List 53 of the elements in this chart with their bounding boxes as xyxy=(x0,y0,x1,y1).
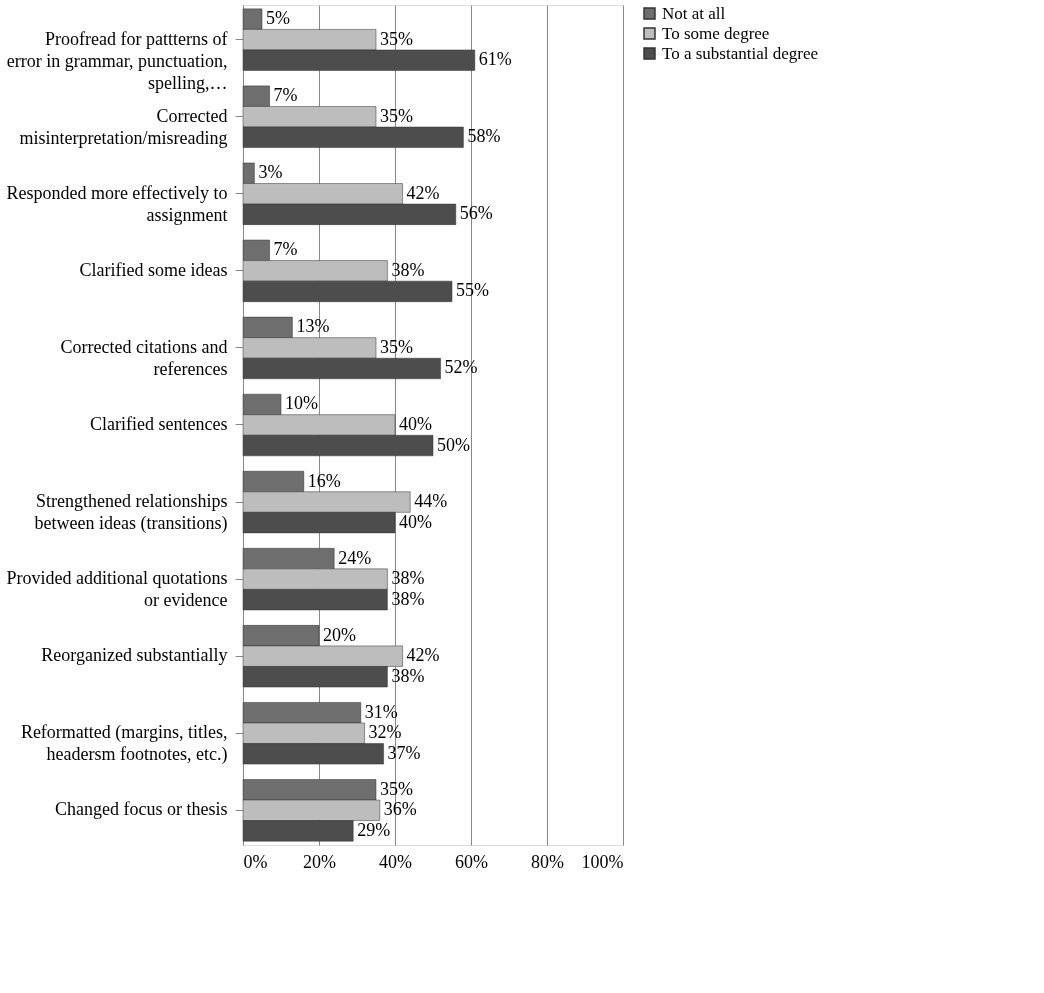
data-label: 36% xyxy=(383,799,417,820)
legend-label: To some degree xyxy=(662,23,770,43)
data-label: 35% xyxy=(380,336,413,357)
data-label: 35% xyxy=(380,105,413,126)
data-label: 38% xyxy=(391,568,425,589)
data-label: 31% xyxy=(364,701,398,722)
data-label: 55% xyxy=(456,280,489,301)
data-label: 38% xyxy=(391,665,425,686)
data-label: 42% xyxy=(406,182,440,203)
data-label: 35% xyxy=(380,778,413,799)
data-label: 10% xyxy=(285,393,318,414)
data-label: 3% xyxy=(258,162,283,183)
y-tick-label: Clarified sentences xyxy=(90,414,228,434)
data-label: 52% xyxy=(444,357,478,378)
legend-label: To a substantial degree xyxy=(662,43,819,63)
data-label: 58% xyxy=(467,126,501,147)
y-tick-label: Proofread for pattterns of error in grammar, punctuation, spelling,… xyxy=(6,28,228,93)
data-label: 42% xyxy=(406,645,440,666)
data-label: 13% xyxy=(296,316,330,337)
data-label: 35% xyxy=(380,28,413,49)
legend-label: Not at all xyxy=(662,3,726,23)
y-tick-label: Strengthened relationships between ideas (transitions) xyxy=(34,491,228,535)
data-label: 16% xyxy=(307,470,341,491)
data-label: 61% xyxy=(478,49,512,70)
data-label: 38% xyxy=(391,588,425,609)
data-label: 32% xyxy=(368,722,402,743)
x-tick-label: 40% xyxy=(379,851,412,872)
y-tick-label: Provided additional quotations or evidence xyxy=(6,568,228,611)
y-tick-label: Responded more effectively to assignment xyxy=(6,182,228,225)
x-tick-label: 20% xyxy=(303,851,336,872)
y-tick-label: Reorganized substantially xyxy=(41,645,228,666)
data-label: 56% xyxy=(459,203,493,224)
data-label: 7% xyxy=(273,239,298,260)
x-tick-label: 80% xyxy=(531,851,564,872)
data-label: 37% xyxy=(387,742,421,763)
y-tick-label: Corrected misinterpretation/misreading xyxy=(19,105,228,148)
x-tick-label: 100% xyxy=(581,851,624,872)
data-label: 50% xyxy=(437,434,470,455)
data-label: 40% xyxy=(399,414,432,434)
data-label: 5% xyxy=(266,8,290,29)
data-label: 24% xyxy=(338,547,372,568)
data-label: 40% xyxy=(399,511,432,532)
y-tick-label: Corrected citations and references xyxy=(60,336,228,379)
y-tick-label: Reformatted (margins, titles, headersm footnotes, etc.) xyxy=(20,722,228,766)
y-tick-label: Changed focus or thesis xyxy=(55,799,228,820)
x-tick-label: 60% xyxy=(455,851,488,872)
data-label: 44% xyxy=(414,491,448,512)
x-tick-label: 0% xyxy=(243,851,268,872)
data-label: 7% xyxy=(273,85,298,106)
y-tick-label: Clarified some ideas xyxy=(79,259,228,280)
data-label: 29% xyxy=(357,819,391,840)
data-label: 38% xyxy=(391,259,425,280)
data-label: 20% xyxy=(323,624,356,645)
